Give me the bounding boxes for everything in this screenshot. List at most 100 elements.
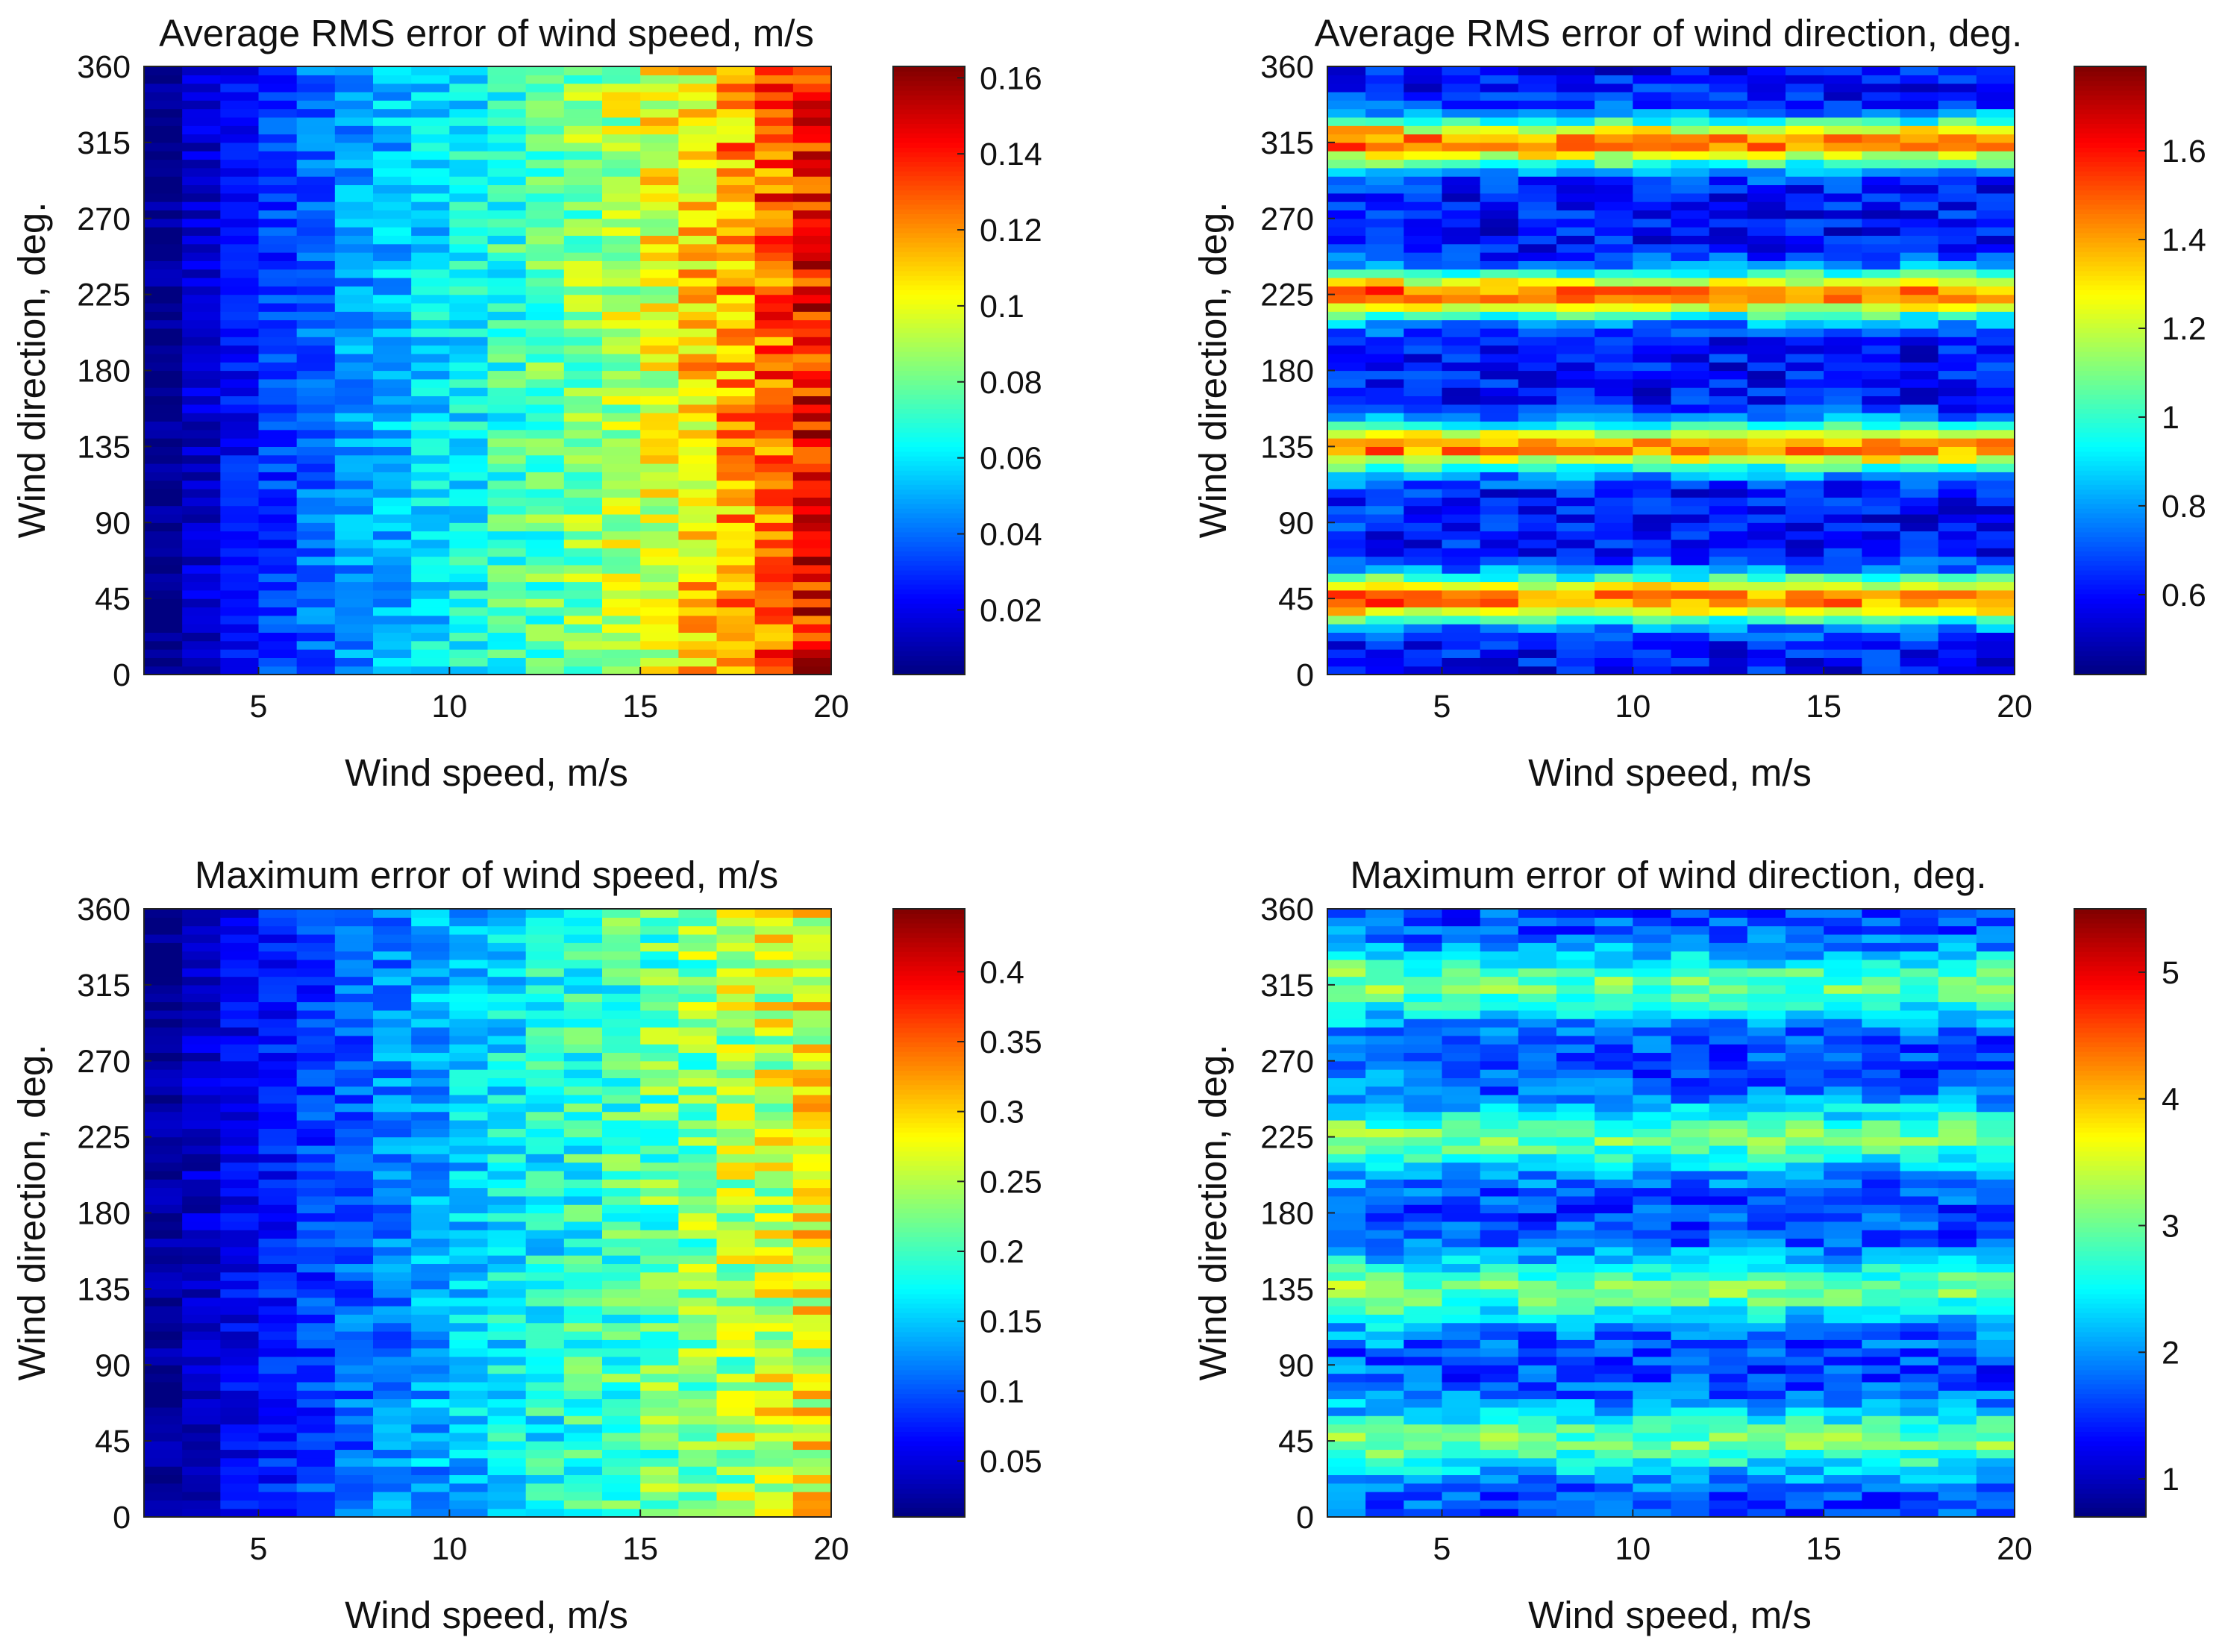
heatmap-cell — [1938, 624, 1977, 633]
heatmap-cell — [1976, 463, 2015, 472]
colorbar-tick-label: 0.05 — [980, 1444, 1042, 1480]
heatmap-cell — [1365, 227, 1404, 236]
colorbar-segment — [893, 280, 965, 286]
heatmap-cell — [144, 142, 183, 151]
heatmap-cell — [1365, 277, 1404, 287]
heatmap-cell — [1595, 294, 1633, 304]
heatmap-cell — [144, 657, 183, 667]
heatmap-cell — [1633, 362, 1672, 372]
heatmap-cell — [1709, 142, 1748, 151]
heatmap-cell — [487, 513, 527, 523]
heatmap-cell — [716, 125, 756, 135]
heatmap-cell — [792, 1145, 832, 1154]
heatmap-cell — [1365, 345, 1404, 354]
colorbar-segment — [893, 313, 965, 319]
y-tick-label: 180 — [77, 1196, 131, 1232]
heatmap-cell — [144, 513, 183, 523]
heatmap-cell — [525, 1035, 565, 1045]
heatmap-cell — [1480, 108, 1519, 118]
heatmap-cell — [296, 1170, 336, 1180]
heatmap-cell — [602, 531, 641, 540]
heatmap-cell — [1595, 1398, 1633, 1408]
heatmap-cell — [1633, 488, 1672, 498]
chart-title: Maximum error of wind speed, m/s — [195, 854, 778, 896]
heatmap-cell — [1900, 640, 1939, 650]
heatmap-cell — [1938, 75, 1977, 84]
heatmap-cell — [754, 1330, 794, 1340]
heatmap-cell — [334, 480, 374, 489]
heatmap-cell — [1824, 134, 1862, 143]
heatmap-cell — [1442, 184, 1481, 194]
heatmap-cell — [373, 167, 412, 177]
heatmap-cell — [1633, 193, 1672, 202]
heatmap-cell — [373, 438, 412, 447]
heatmap-cell — [1365, 1271, 1404, 1281]
heatmap-cell — [487, 1154, 527, 1163]
heatmap-cell — [334, 649, 374, 658]
heatmap-cell — [678, 607, 718, 616]
heatmap-cell — [1403, 218, 1443, 228]
heatmap-cell — [1633, 598, 1672, 608]
heatmap-cell — [1403, 1027, 1443, 1036]
heatmap-cell — [144, 1170, 183, 1180]
heatmap-cell — [487, 472, 527, 481]
heatmap-cell — [258, 1001, 298, 1011]
heatmap-cell — [449, 235, 489, 245]
heatmap-cell — [373, 1136, 412, 1146]
heatmap-cell — [792, 404, 832, 413]
heatmap-cell — [258, 91, 298, 101]
heatmap-cell — [716, 302, 756, 312]
heatmap-cell — [258, 472, 298, 481]
heatmap-cell — [1556, 925, 1595, 935]
heatmap-cell — [602, 1145, 641, 1154]
colorbar-segment — [893, 389, 965, 395]
heatmap-cell — [182, 581, 221, 591]
heatmap-cell — [1327, 1170, 1366, 1180]
heatmap-cell — [411, 1365, 450, 1374]
heatmap-cell — [1556, 142, 1595, 151]
heatmap-cell — [640, 1044, 679, 1054]
heatmap-cell — [1938, 480, 1977, 489]
heatmap-cell — [411, 463, 450, 472]
heatmap-cell — [640, 1297, 679, 1307]
heatmap-cell — [1747, 404, 1786, 413]
heatmap-cell — [373, 1432, 412, 1442]
heatmap-cell — [1442, 968, 1481, 977]
heatmap-cell — [1556, 269, 1595, 278]
heatmap-cell — [1556, 531, 1595, 540]
heatmap-cell — [373, 311, 412, 321]
heatmap-area — [1327, 66, 2015, 675]
heatmap-cell — [1595, 1297, 1633, 1307]
colorbar-segment — [2074, 607, 2146, 613]
heatmap-cell — [182, 917, 221, 927]
heatmap-cell — [296, 167, 336, 177]
heatmap-cell — [1403, 1314, 1443, 1324]
heatmap-cell — [449, 1373, 489, 1383]
heatmap-cell — [754, 1230, 794, 1239]
heatmap-cell — [1938, 294, 1977, 304]
colorbar-segment — [2074, 389, 2146, 395]
heatmap-cell — [1480, 488, 1519, 498]
heatmap-cell — [525, 1195, 565, 1205]
heatmap-cell — [296, 1246, 336, 1256]
heatmap-cell — [1938, 370, 1977, 380]
heatmap-cell — [1633, 624, 1672, 633]
heatmap-cell — [334, 1500, 374, 1509]
heatmap-cell — [525, 395, 565, 405]
heatmap-cell — [1786, 539, 1824, 548]
heatmap-cell — [258, 513, 298, 523]
heatmap-cell — [144, 1213, 183, 1222]
heatmap-cell — [1327, 294, 1366, 304]
heatmap-cell — [563, 184, 603, 194]
heatmap-cell — [1442, 75, 1481, 84]
heatmap-cell — [1671, 666, 1710, 675]
heatmap-cell — [449, 1280, 489, 1289]
heatmap-cell — [220, 1441, 260, 1451]
colorbar-segment — [893, 1042, 965, 1048]
heatmap-cell — [1862, 294, 1901, 304]
heatmap-cell — [373, 1280, 412, 1289]
heatmap-cell — [1403, 201, 1443, 211]
heatmap-cell — [1862, 531, 1901, 540]
heatmap-cell — [1595, 564, 1633, 574]
heatmap-cell — [296, 1095, 336, 1104]
